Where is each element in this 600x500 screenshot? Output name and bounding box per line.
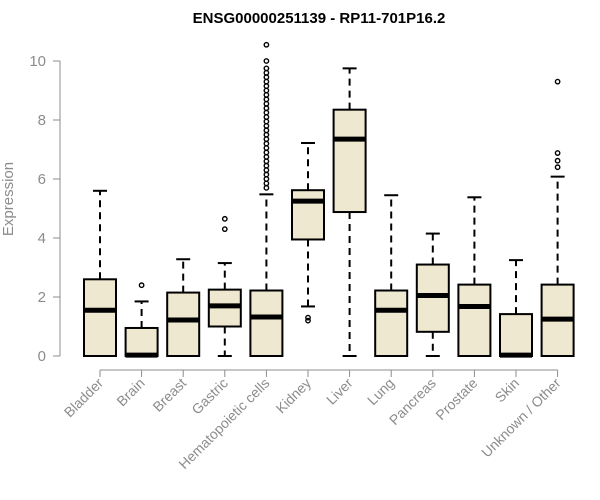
chart-title: ENSG00000251139 - RP11-701P16.2 — [193, 10, 446, 27]
iqr-box — [374, 289, 409, 358]
box-brain — [124, 282, 159, 358]
y-tick-label: 4 — [38, 230, 46, 247]
x-tick-label: Brain — [113, 375, 147, 409]
iqr-box — [124, 326, 159, 358]
iqr-box — [499, 313, 533, 357]
outlier-point — [554, 78, 561, 85]
y-tick-label: 6 — [38, 171, 46, 188]
box-kidney — [291, 142, 325, 324]
x-tick-label: Skin — [492, 375, 523, 406]
x-tick-label: Kidney — [273, 375, 315, 417]
x-tick-label: Prostate — [432, 375, 480, 423]
iqr-box — [415, 263, 450, 333]
x-tick-label: Liver — [323, 375, 356, 408]
box-pancreas — [415, 232, 450, 357]
outlier-point — [221, 215, 228, 222]
y-axis: 0 2 4 6 8 10 — [29, 53, 61, 365]
iqr-box — [166, 291, 201, 358]
y-tick-label: 2 — [38, 289, 46, 306]
iqr-box — [83, 278, 117, 357]
box-liver — [332, 67, 367, 357]
box-prostate — [457, 196, 492, 357]
x-tick-label: Breast — [149, 375, 189, 415]
box-bladder — [83, 189, 117, 357]
outlier-point — [554, 157, 561, 164]
box-unknown-other — [540, 78, 575, 357]
box-breast — [166, 258, 201, 358]
iqr-box — [291, 189, 325, 241]
box-gastric — [207, 215, 242, 357]
outlier-point — [305, 317, 311, 324]
x-tick-label: Bladder — [61, 375, 107, 421]
y-tick-label: 8 — [38, 112, 46, 129]
outlier-point — [554, 150, 561, 156]
box-lung — [374, 194, 409, 358]
outlier-point — [138, 282, 145, 289]
outlier-point — [263, 65, 270, 72]
y-tick-label: 0 — [38, 348, 46, 365]
outlier-point — [263, 58, 270, 64]
outlier-point — [305, 314, 311, 321]
y-axis-label: Expression — [0, 162, 17, 236]
outlier-point — [554, 164, 561, 171]
iqr-box — [332, 108, 367, 214]
x-tick-label: Lung — [364, 375, 397, 408]
box-hematopoietic-cells — [249, 41, 284, 358]
box-series — [83, 41, 575, 358]
box-skin — [499, 259, 533, 358]
x-tick-label: Unknown / Other — [478, 375, 564, 461]
iqr-box — [457, 283, 492, 357]
outlier-point — [263, 41, 270, 48]
outlier-point — [221, 226, 228, 233]
iqr-box — [249, 289, 284, 358]
y-tick-label: 10 — [29, 53, 46, 70]
